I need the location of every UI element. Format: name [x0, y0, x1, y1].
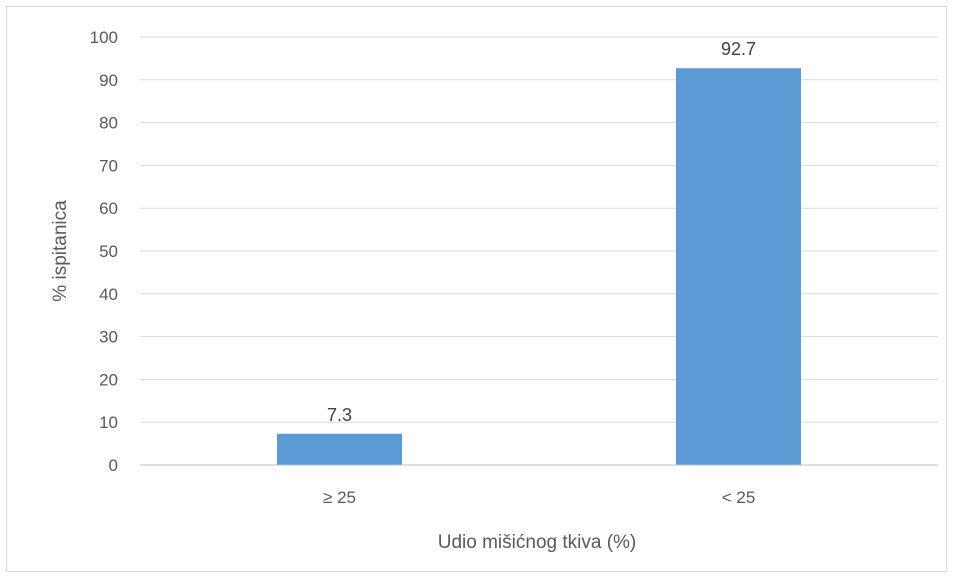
y-axis-title: % ispitanica: [50, 200, 71, 302]
x-tick-label: < 25: [722, 488, 756, 507]
y-tick-label: 0: [109, 456, 118, 475]
x-axis-title: Udio mišićnog tkiva (%): [438, 532, 637, 553]
data-labels: 7.3 92.7: [327, 39, 756, 425]
y-tick-label: 10: [99, 413, 118, 432]
x-tick-label: ≥ 25: [323, 488, 356, 507]
y-tick-label: 60: [99, 199, 118, 218]
data-label: 92.7: [721, 39, 756, 59]
y-tick-label: 50: [99, 242, 118, 261]
gridlines: [140, 36, 938, 423]
y-tick-label: 80: [99, 114, 118, 133]
y-tick-label: 70: [99, 156, 118, 175]
x-axis-ticks: ≥ 25 < 25: [323, 488, 755, 507]
bar: [676, 68, 801, 465]
y-tick-label: 20: [99, 370, 118, 389]
y-tick-label: 40: [99, 285, 118, 304]
data-label: 7.3: [327, 405, 352, 425]
y-tick-label: 90: [99, 71, 118, 90]
y-tick-label: 30: [99, 328, 118, 347]
bar: [277, 433, 402, 465]
bars: [277, 68, 801, 465]
y-axis-ticks: 0 10 20 30 40 50 60 70 80 90 100: [90, 28, 118, 475]
y-tick-label: 100: [90, 28, 118, 47]
